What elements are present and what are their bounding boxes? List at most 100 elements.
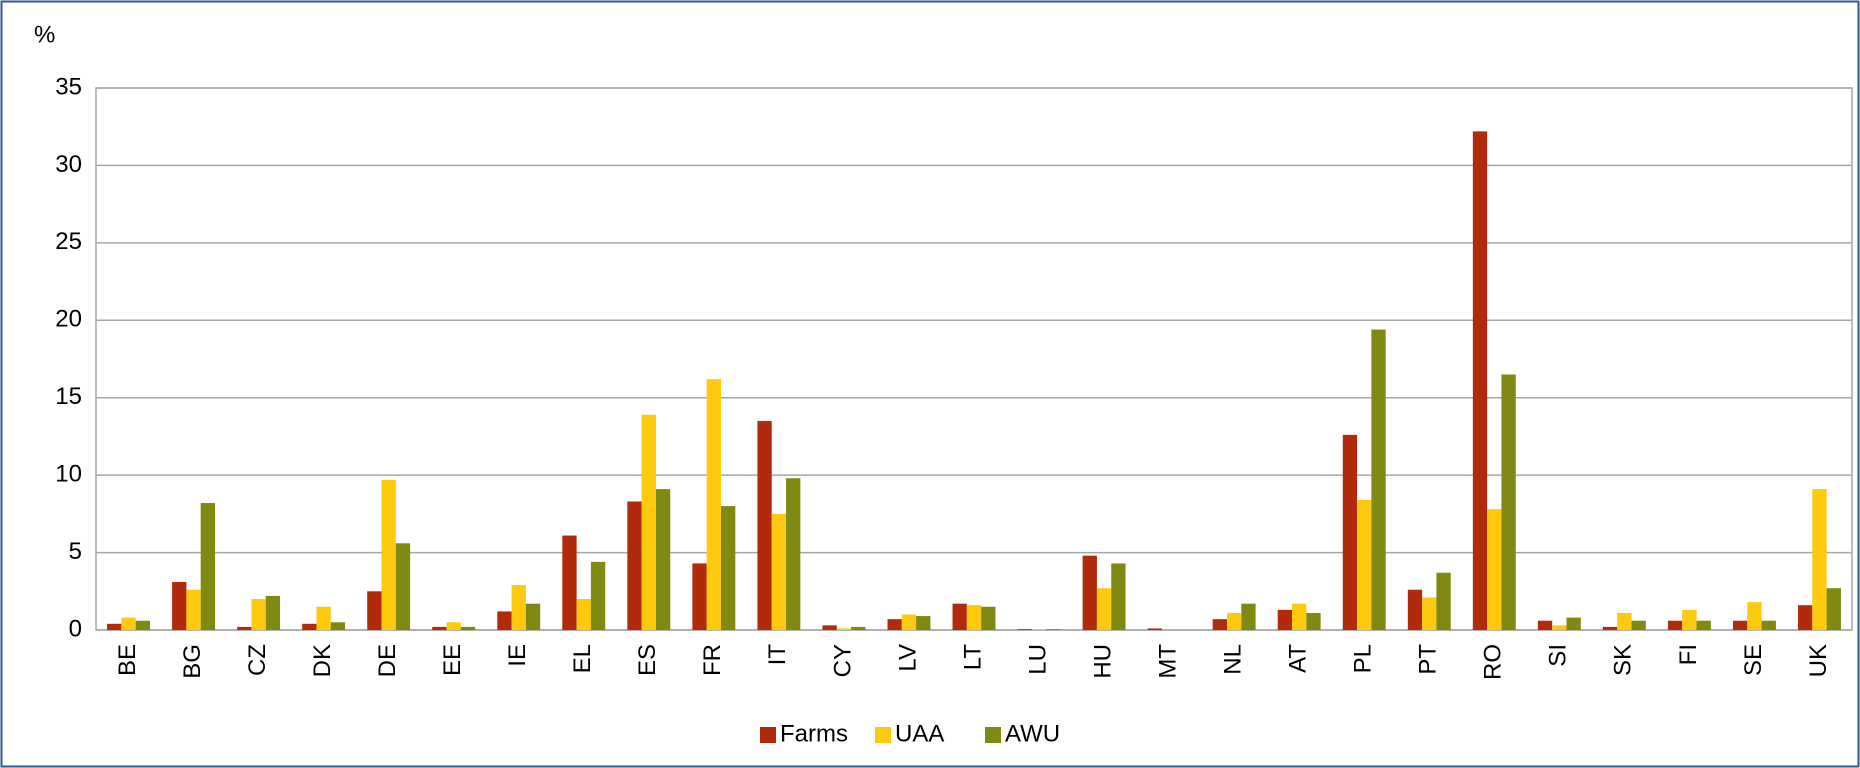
- bar: [1277, 609, 1293, 630]
- bar: [1422, 597, 1437, 630]
- bar: [186, 589, 201, 630]
- bar: [395, 543, 411, 630]
- bar: [1602, 626, 1618, 630]
- bar: [460, 626, 476, 630]
- y-tick-label: 30: [55, 151, 82, 178]
- legend-swatch: [875, 727, 891, 743]
- bar: [1407, 589, 1423, 630]
- bar: [1537, 620, 1553, 630]
- bar: [1812, 489, 1827, 630]
- bar: [851, 626, 866, 630]
- y-tick-label: 35: [55, 73, 82, 100]
- bar: [135, 620, 150, 630]
- x-tick-label: IE: [504, 644, 531, 667]
- x-tick-label: SI: [1545, 644, 1572, 667]
- bar: [836, 628, 852, 630]
- bar: [1357, 499, 1372, 630]
- bar: [1747, 602, 1762, 630]
- bar: [981, 606, 996, 630]
- bar: [721, 506, 736, 630]
- bar: [771, 513, 787, 630]
- x-tick-label: NL: [1219, 644, 1246, 675]
- x-tick-label: EE: [439, 644, 466, 676]
- bar: [1046, 629, 1061, 630]
- bar: [692, 563, 707, 630]
- bar: [1371, 329, 1386, 630]
- bar: [1826, 588, 1841, 630]
- bar: [966, 605, 982, 630]
- y-axis-label: %: [34, 21, 55, 48]
- x-tick-label: ES: [634, 644, 661, 676]
- bar: [1682, 609, 1697, 630]
- x-tick-label: MT: [1154, 644, 1181, 679]
- bar: [1552, 625, 1567, 630]
- bar: [1096, 588, 1112, 630]
- y-tick-label: 0: [69, 615, 82, 642]
- bar: [1226, 612, 1242, 630]
- legend-swatch: [985, 727, 1001, 743]
- x-tick-label: BE: [114, 644, 141, 676]
- y-tick-label: 20: [55, 306, 82, 333]
- bar: [1696, 620, 1711, 630]
- bar: [1667, 620, 1683, 630]
- bar: [1342, 434, 1358, 630]
- x-tick-label: LU: [1024, 644, 1051, 675]
- bar: [172, 581, 187, 630]
- x-tick-label: IT: [764, 644, 791, 666]
- bar: [121, 617, 136, 630]
- x-tick-label: PL: [1350, 644, 1377, 673]
- y-tick-label: 15: [55, 383, 82, 410]
- bar: [511, 585, 526, 630]
- bar: [1501, 374, 1516, 630]
- bar: [1306, 612, 1321, 630]
- bar: [525, 603, 541, 630]
- bar: [757, 420, 772, 630]
- y-tick-label: 5: [69, 538, 82, 565]
- bar: [1631, 620, 1646, 630]
- bar: [1292, 603, 1307, 630]
- bar: [1436, 572, 1451, 630]
- y-tick-label: 10: [55, 460, 82, 487]
- bar: [1212, 619, 1227, 630]
- bar: [316, 606, 331, 630]
- bar: [1617, 612, 1632, 630]
- bar: [786, 478, 801, 630]
- bar: [1732, 620, 1748, 630]
- bar: [432, 626, 447, 630]
- bar: [1082, 555, 1097, 630]
- bar: [497, 611, 512, 630]
- bar: [1147, 628, 1162, 630]
- x-tick-label: DK: [309, 644, 336, 677]
- bar: [302, 623, 317, 630]
- x-tick-label: SK: [1610, 644, 1637, 676]
- bar: [562, 535, 577, 630]
- x-tick-label: EL: [569, 644, 596, 673]
- x-tick-label: SE: [1740, 644, 1767, 676]
- bar: [1241, 603, 1256, 630]
- bar: [627, 501, 642, 630]
- bar: [251, 599, 266, 630]
- legend-swatch: [760, 727, 776, 743]
- bar: [641, 414, 656, 630]
- bar: [590, 561, 606, 630]
- bar: [576, 599, 591, 630]
- bar: [1111, 563, 1126, 630]
- bar: [655, 489, 671, 630]
- bar: [916, 616, 931, 630]
- x-tick-label: HU: [1089, 644, 1116, 679]
- bar: [822, 625, 837, 630]
- bar: [330, 622, 346, 630]
- bar: [706, 379, 722, 630]
- legend-label: UAA: [895, 720, 944, 747]
- bar: [1566, 617, 1581, 630]
- x-tick-label: PT: [1415, 644, 1442, 675]
- x-tick-label: CZ: [244, 644, 271, 676]
- bar: [107, 623, 122, 630]
- bar: [887, 619, 902, 630]
- bar: [367, 591, 382, 630]
- bar: [446, 622, 461, 630]
- legend-label: Farms: [780, 720, 848, 747]
- y-tick-label: 25: [55, 228, 82, 255]
- x-tick-label: FR: [699, 644, 726, 676]
